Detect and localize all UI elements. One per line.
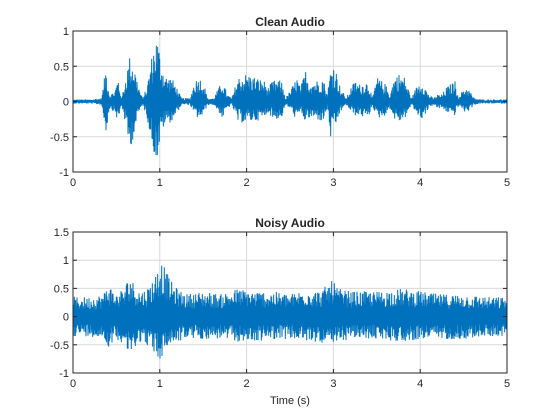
- x-tick-label: 5: [504, 378, 510, 390]
- x-tick-label: 4: [417, 177, 423, 189]
- noisy-audio-axes: 0 1 2 3 4 5 -1 -0.5 0 0.5 1 1.5 Noisy Audio Time (s…: [50, 216, 510, 407]
- x-tick-label: 0: [70, 378, 76, 390]
- y-tick-label: 1: [63, 26, 69, 38]
- clean-audio-axes: 0 1 2 3 4 5 -1 -0.5 0 0.5 1 Clean Audio: [50, 15, 510, 189]
- x-tick-label: 3: [330, 378, 336, 390]
- noisy-audio-title: Noisy Audio: [255, 216, 325, 230]
- y-tick-label: -0.5: [50, 132, 69, 144]
- y-tick-label: 1: [63, 255, 69, 267]
- clean-audio-ticks: 0 1 2 3 4 5 -1 -0.5 0 0.5 1: [50, 26, 510, 189]
- y-tick-label: 0.5: [54, 283, 69, 295]
- y-tick-label: 0.5: [54, 61, 69, 73]
- x-tick-label: 2: [244, 177, 250, 189]
- y-tick-label: -1: [59, 368, 69, 380]
- x-tick-label: 2: [244, 378, 250, 390]
- noisy-audio-waveform: [72, 265, 508, 359]
- x-tick-label: 5: [504, 177, 510, 189]
- x-tick-label: 1: [157, 378, 163, 390]
- x-tick-label: 4: [417, 378, 423, 390]
- y-tick-label: 1.5: [54, 227, 69, 239]
- y-tick-label: 0: [63, 312, 69, 324]
- x-tick-label: 3: [330, 177, 336, 189]
- noisy-audio-frame: [72, 231, 508, 374]
- clean-audio-waveform: [72, 45, 508, 156]
- y-tick-label: -1: [59, 167, 69, 179]
- clean-audio-title: Clean Audio: [255, 15, 325, 29]
- y-tick-label: -0.5: [50, 340, 69, 352]
- noisy-audio-xlabel: Time (s): [270, 395, 310, 407]
- x-tick-label: 1: [157, 177, 163, 189]
- x-tick-label: 0: [70, 177, 76, 189]
- noisy-audio-ticks: 0 1 2 3 4 5 -1 -0.5 0 0.5 1 1.5: [50, 227, 510, 390]
- y-tick-label: 0: [63, 97, 69, 109]
